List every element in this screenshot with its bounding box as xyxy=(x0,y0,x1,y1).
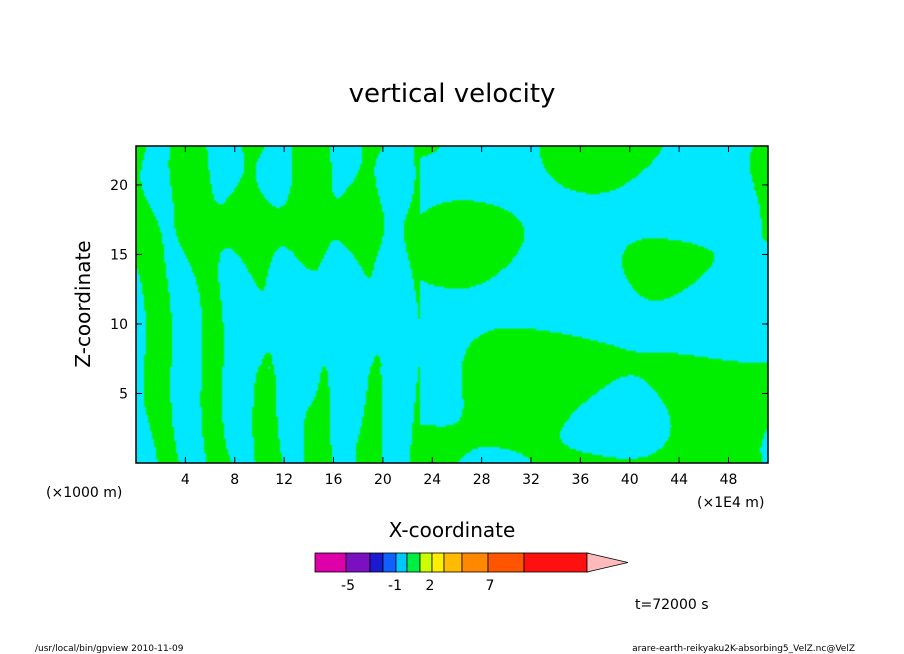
x-tick-label: 28 xyxy=(473,472,491,488)
colorbar-segment xyxy=(523,552,588,573)
x-tick-label: 40 xyxy=(621,472,639,488)
x-tick-label: 32 xyxy=(522,472,540,488)
x-tick-label: 36 xyxy=(571,472,589,488)
footer-left: /usr/local/bin/gpview 2010-11-09 xyxy=(35,644,184,654)
colorbar-segment xyxy=(443,552,463,573)
x-tick-label: 4 xyxy=(181,472,190,488)
colorbar-tick-label: -5 xyxy=(341,578,355,594)
x-unit-right: (×1E4 m) xyxy=(697,495,764,511)
velocity-field xyxy=(136,146,768,463)
colorbar-segment xyxy=(369,552,384,573)
colorbar-segment xyxy=(461,552,489,573)
chart-title: vertical velocity xyxy=(349,79,556,109)
colorbar-segment xyxy=(314,552,347,573)
time-label: t=72000 s xyxy=(635,597,709,613)
x-axis-ticks: 4 8 12 16 20 24 28 32 36 40 44 48 xyxy=(181,146,738,488)
y-tick-label: 20 xyxy=(110,178,128,194)
x-axis-label: X-coordinate xyxy=(389,518,516,542)
plot-frame xyxy=(135,145,769,464)
colorbar xyxy=(314,552,629,573)
y-axis-label: Z-coordinate xyxy=(71,240,95,367)
colorbar-segment xyxy=(406,552,421,573)
colorbar-segment xyxy=(431,552,445,573)
colorbar-segment xyxy=(345,552,371,573)
x-tick-label: 20 xyxy=(374,472,392,488)
x-unit-left: (×1000 m) xyxy=(46,485,122,501)
colorbar-segment xyxy=(395,552,408,573)
x-tick-label: 8 xyxy=(230,472,239,488)
plot-area xyxy=(135,145,769,464)
colorbar-tick-label: 2 xyxy=(426,578,435,594)
y-axis-ticks: 5 10 15 20 xyxy=(110,178,768,402)
colorbar-tick-labels: -5 -1 2 7 xyxy=(341,578,494,594)
colorbar-tick-label: 7 xyxy=(486,578,495,594)
x-tick-label: 48 xyxy=(720,472,738,488)
y-tick-label: 5 xyxy=(119,386,128,402)
x-tick-label: 16 xyxy=(325,472,343,488)
colorbar-segment xyxy=(487,552,525,573)
colorbar-segment xyxy=(382,552,397,573)
y-tick-label: 10 xyxy=(110,317,128,333)
y-tick-label: 15 xyxy=(110,247,128,263)
footer-right: arare-earth-reikyaku2K-absorbing5_VelZ.n… xyxy=(632,644,855,654)
colorbar-tick-label: -1 xyxy=(388,578,402,594)
colorbar-segment xyxy=(419,552,433,573)
x-tick-label: 24 xyxy=(423,472,441,488)
x-tick-label: 12 xyxy=(275,472,293,488)
x-tick-label: 44 xyxy=(670,472,688,488)
colorbar-extend-arrow xyxy=(586,552,629,573)
